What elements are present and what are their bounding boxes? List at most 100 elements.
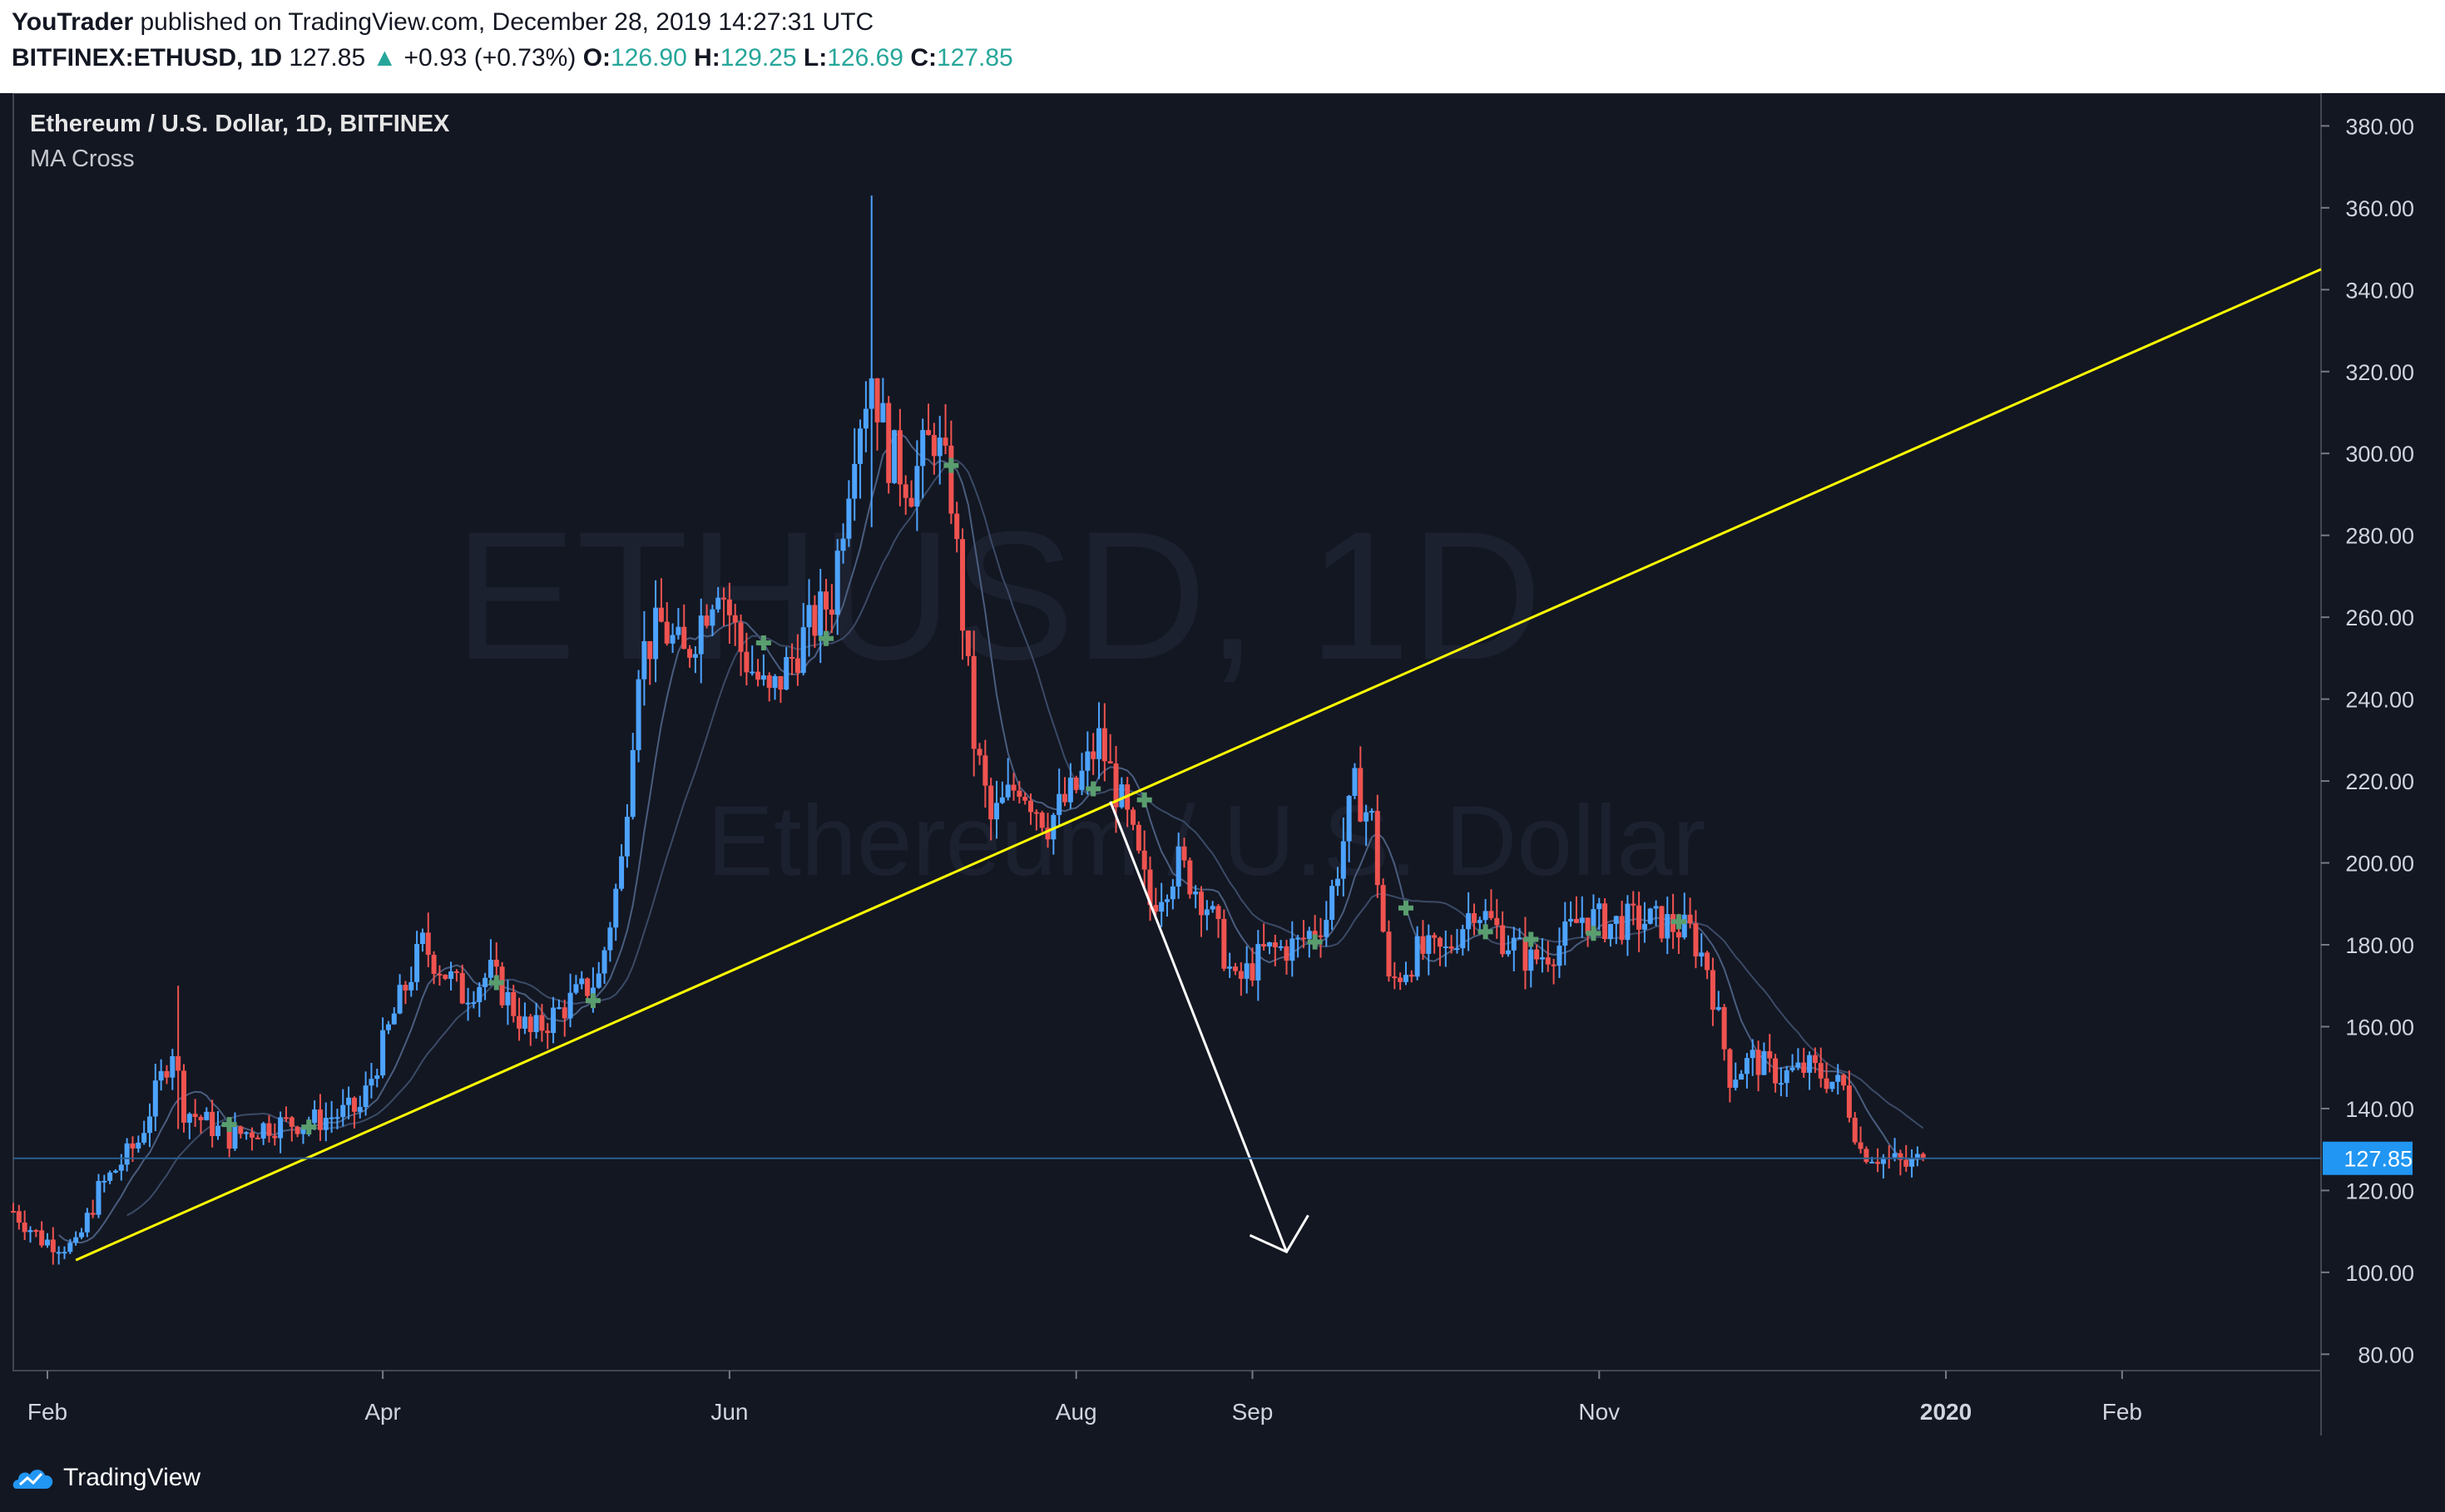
candle-body	[1863, 1149, 1869, 1163]
ma-cross-marker	[1398, 900, 1413, 916]
candle-body	[1369, 811, 1374, 813]
candle-body	[278, 1117, 284, 1139]
symbol-label: BITFINEX:ETHUSD, 1D	[12, 44, 283, 72]
candle-body	[346, 1097, 352, 1105]
ma-cross-marker	[1670, 914, 1686, 930]
price-tick-label: 180.00	[2345, 933, 2414, 958]
ma-cross-marker	[585, 993, 601, 1009]
candle-body	[249, 1132, 255, 1138]
candle-body	[136, 1142, 141, 1149]
candle-body	[1517, 937, 1522, 940]
price-tick-label: 260.00	[2345, 605, 2414, 630]
time-tick-label: Feb	[2102, 1399, 2142, 1425]
candle-body	[1841, 1075, 1847, 1086]
candle-body	[340, 1104, 346, 1118]
price-axis[interactable]: 80.00 100.00 120.00 140.00 160.00 180.00 200.0…	[2321, 114, 2414, 1367]
candle-body	[704, 615, 710, 626]
candle-body	[619, 856, 625, 889]
candle-body	[1653, 906, 1659, 909]
candle-body	[50, 1239, 56, 1253]
candle-body	[726, 599, 732, 615]
candle-body	[818, 591, 824, 636]
candle-body	[903, 484, 908, 498]
candle-body	[33, 1230, 39, 1233]
candle-body	[101, 1180, 107, 1183]
candle-body	[1318, 935, 1324, 937]
candle-body	[784, 656, 789, 690]
candle-body	[641, 640, 647, 679]
publication-header: YouTrader published on TradingView.com, …	[0, 0, 2445, 93]
candle-body	[232, 1126, 238, 1149]
candle-body	[738, 622, 744, 652]
price-tick-label: 120.00	[2345, 1178, 2414, 1203]
indicator-label[interactable]: MA Cross	[30, 146, 135, 172]
candle-body	[146, 1116, 152, 1134]
candle-body	[732, 615, 738, 623]
candle-body	[613, 888, 619, 928]
plot-frame	[12, 92, 2322, 1371]
candle-body	[27, 1230, 33, 1233]
candle-body	[1101, 728, 1107, 762]
candle-body	[1300, 937, 1306, 940]
price-tick-label: 320.00	[2345, 360, 2414, 385]
candle-body	[1147, 869, 1153, 906]
candle-body	[158, 1070, 164, 1081]
candle-body	[908, 497, 914, 507]
candle-body	[1494, 917, 1500, 926]
candle-body	[834, 551, 840, 615]
candle-body	[1193, 891, 1199, 895]
candle-body	[937, 437, 943, 457]
tradingview-logo[interactable]: TradingView	[12, 1464, 200, 1492]
candle-body	[778, 675, 784, 690]
candle-body	[1739, 1074, 1745, 1080]
time-tick-label: Sep	[1232, 1399, 1274, 1425]
candle-body	[1131, 809, 1136, 825]
candles-layer	[11, 195, 1926, 1265]
candle-body	[977, 749, 982, 756]
candle-body	[1631, 903, 1636, 906]
candle-body	[16, 1211, 22, 1223]
candle-body	[1398, 977, 1403, 982]
candle-body	[692, 654, 698, 658]
candle-body	[1585, 917, 1591, 935]
candle-body	[1324, 919, 1329, 937]
candle-body	[1079, 770, 1085, 790]
candle-body	[948, 445, 954, 514]
candle-body	[1846, 1085, 1852, 1118]
candle-body	[772, 675, 778, 689]
brand-name: TradingView	[63, 1464, 201, 1491]
candle-body	[1051, 814, 1057, 840]
candle-body	[1187, 860, 1193, 895]
candle-body	[226, 1124, 232, 1149]
price-chart[interactable]: ETHUSD, 1D Ethereum / U.S. Dollar 80.00 1…	[0, 92, 2445, 1457]
candle-body	[1625, 903, 1631, 941]
candle-body	[1755, 1050, 1761, 1075]
chart-title: Ethereum / U.S. Dollar, 1D, BITFINEX	[30, 111, 450, 137]
candle-body	[1017, 790, 1022, 798]
candle-body	[1801, 1062, 1807, 1073]
candle-body	[1505, 950, 1511, 955]
candle-body	[551, 1007, 557, 1034]
candle-body	[1170, 886, 1175, 900]
candle-body	[1454, 948, 1460, 951]
time-axis[interactable]: Feb Apr Jun Aug Sep Nov 2020 Feb	[27, 1371, 2142, 1425]
author-name[interactable]: YouTrader	[12, 8, 134, 36]
candle-body	[824, 591, 829, 610]
candle-body	[1261, 944, 1267, 947]
candle-body	[1181, 846, 1187, 861]
candle-body	[585, 978, 591, 996]
ma-cross-markers	[221, 457, 1686, 1135]
last-price: 127.85	[289, 44, 366, 72]
candle-body	[1460, 929, 1466, 949]
candle-body	[1920, 1154, 1926, 1159]
candle-body	[1289, 938, 1295, 961]
candle-body	[1153, 905, 1159, 912]
candle-body	[1215, 906, 1221, 919]
candle-body	[1750, 1050, 1755, 1059]
candle-body	[1767, 1050, 1773, 1059]
candle-body	[238, 1126, 244, 1134]
candle-body	[567, 992, 573, 1019]
candle-body	[607, 927, 613, 951]
chart-area[interactable]: ETHUSD, 1D Ethereum / U.S. Dollar 80.00 1…	[0, 92, 2445, 1457]
candle-body	[681, 626, 687, 650]
